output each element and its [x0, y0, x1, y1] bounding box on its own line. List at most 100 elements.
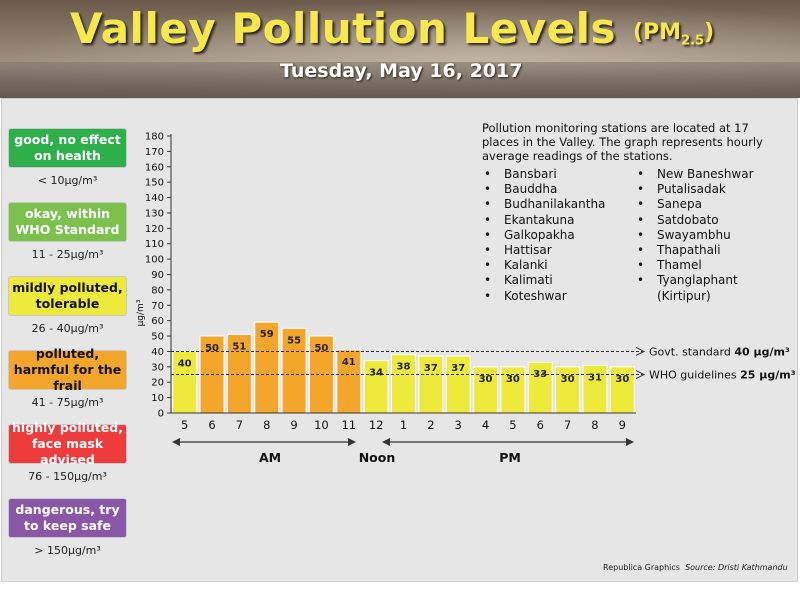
x-tick-label: 11 — [341, 418, 356, 432]
station-name: Sanepa — [657, 197, 702, 212]
x-tick-label: 9 — [619, 418, 626, 432]
y-tick-label: 10 — [151, 393, 164, 404]
y-tick-label: 70 — [151, 301, 164, 312]
reference-value: 40 µg/m³ — [734, 345, 790, 358]
station-name: Galkopakha — [504, 227, 575, 242]
bar-value-label: 31 — [588, 372, 602, 383]
station-name: (Kirtipur) — [657, 288, 711, 303]
station-name: Swayambhu — [657, 227, 731, 242]
station-name: Kalanki — [504, 258, 548, 273]
x-tick-label: 5 — [509, 418, 516, 432]
y-tick-label: 180 — [145, 132, 164, 143]
station-name: Satdobato — [657, 212, 719, 227]
x-tick-label: 2 — [427, 418, 434, 432]
station-name: Hattisar — [504, 242, 552, 257]
bullet-icon: • — [637, 182, 645, 197]
x-tick-label: 8 — [263, 418, 270, 432]
station-name: Bansbari — [504, 167, 557, 181]
station-list-2: • New Baneshwar • Putalisadak • Sanepa • Satdob… — [637, 167, 754, 304]
legend-box-4: highly polluted, face mask advised — [8, 420, 127, 467]
bullet-icon: • — [484, 182, 492, 197]
bar-value-label: 37 — [451, 363, 465, 374]
station-list-1: • Bansbari • Bauddha • Budhanilakantha • Ekanta… — [484, 167, 605, 304]
bar-value-label: 34 — [369, 368, 383, 379]
bar-value-label: 40 — [178, 358, 192, 369]
station-item: • Satdobato — [637, 213, 754, 228]
station-item: • Putalisadak — [637, 182, 754, 197]
am-label: AM — [259, 450, 281, 465]
station-item: • Hattisar — [484, 243, 605, 258]
legend-box-2: mildly polluted, tolerable — [8, 276, 127, 316]
station-item: • Thamel — [637, 258, 754, 273]
station-item: • Budhanilakantha — [484, 197, 605, 212]
bullet-icon: • — [484, 227, 492, 242]
station-item: • Tyanglaphant — [637, 273, 754, 288]
station-item: • Swayambhu — [637, 228, 754, 243]
station-name: Thamel — [657, 258, 702, 273]
legend-box-5: dangerous, try to keep safe — [8, 498, 127, 538]
legend-range-3: 41 - 75µg/m³ — [31, 396, 104, 409]
bullet-icon: • — [484, 258, 492, 273]
x-tick-label: 7 — [236, 418, 243, 432]
station-item: • Koteshwar — [484, 289, 605, 304]
bullet-icon: • — [637, 258, 645, 273]
station-name: Tyanglaphant — [657, 273, 738, 288]
station-item: • Thapathali — [637, 243, 754, 258]
y-tick-label: 170 — [145, 147, 164, 158]
page-date: Tuesday, May 16, 2017 — [280, 60, 523, 82]
y-tick-label: 90 — [151, 270, 164, 281]
y-tick-label: 110 — [145, 239, 164, 250]
bullet-icon: • — [484, 288, 492, 303]
y-tick-label: 50 — [151, 332, 164, 343]
bar-value-label: 51 — [232, 342, 246, 353]
bullet-icon: • — [637, 227, 645, 242]
bar-value-label: 30 — [615, 374, 629, 385]
y-tick-label: 130 — [145, 208, 164, 219]
pm-label: PM — [499, 450, 521, 465]
bullet-icon: • — [484, 167, 492, 181]
reference-value: 25 µg/m³ — [740, 369, 796, 382]
station-name: Bauddha — [504, 182, 558, 197]
y-tick-label: 160 — [145, 162, 164, 173]
bar-value-label: 55 — [287, 335, 301, 346]
bar-value-label: 41 — [342, 357, 356, 368]
bullet-icon: • — [637, 273, 645, 288]
bullet-icon: • — [637, 212, 645, 227]
bullet-icon: • — [637, 242, 645, 257]
legend-range-1: 11 - 25µg/m³ — [31, 248, 104, 261]
bar — [172, 350, 198, 414]
station-item: • Bansbari — [484, 167, 605, 182]
content-panel — [1, 98, 798, 582]
arrow-left-icon — [172, 438, 180, 446]
station-name: Putalisadak — [657, 182, 726, 197]
x-tick-label: 7 — [564, 418, 571, 432]
bar-value-label: 33 — [533, 369, 547, 380]
station-item: • Bauddha — [484, 182, 605, 197]
info-text: Pollution monitoring stations are locate… — [482, 121, 763, 163]
station-item: (Kirtipur) — [637, 289, 754, 304]
station-name: New Baneshwar — [657, 167, 754, 181]
bullet-icon: • — [484, 242, 492, 257]
legend-box-3: polluted, harmful for the frail — [8, 346, 127, 393]
bar-value-label: 30 — [561, 374, 575, 385]
legend-range-4: 76 - 150µg/m³ — [28, 470, 107, 483]
arrow-right-icon — [626, 438, 634, 446]
bar — [445, 355, 471, 414]
station-item: • Sanepa — [637, 197, 754, 212]
bar — [582, 364, 608, 414]
x-tick-label: 10 — [314, 418, 329, 432]
y-tick-label: 20 — [151, 378, 164, 389]
bar-value-label: 50 — [314, 343, 328, 354]
x-tick-label: 5 — [181, 418, 188, 432]
x-tick-label: 1 — [400, 418, 407, 432]
bullet-icon: • — [637, 197, 645, 212]
y-tick-label: 80 — [151, 285, 164, 296]
station-name: Ekantakuna — [504, 212, 575, 227]
bar-value-label: 38 — [397, 362, 411, 373]
reference-label: WHO guidelines 25 µg/m³ — [649, 369, 796, 382]
x-tick-label: 4 — [482, 418, 489, 432]
arrow-right-icon — [348, 438, 356, 446]
bullet-icon: • — [484, 197, 492, 212]
credit-graphics: Republica Graphics — [603, 563, 680, 572]
bar — [254, 321, 280, 414]
